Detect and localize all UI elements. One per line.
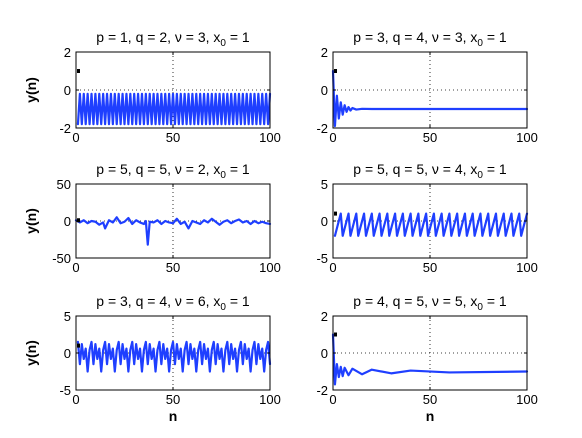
title-main: p = 3, q = 4, ν = 6, x <box>96 293 220 309</box>
title-main: p = 4, q = 5, ν = 5, x <box>353 293 477 309</box>
title-subscript: 0 <box>477 170 483 181</box>
subplot-title: p = 4, q = 5, ν = 5, x0 = 1 <box>353 293 507 313</box>
title-subscript: 0 <box>477 38 483 49</box>
subplot-title: p = 5, q = 5, ν = 4, x0 = 1 <box>353 161 507 181</box>
x-tick-label: 50 <box>423 392 437 407</box>
initial-value-marker <box>77 218 80 223</box>
x-tick-label: 100 <box>259 392 281 407</box>
title-main: p = 5, q = 5, ν = 4, x <box>353 161 477 177</box>
series-line-1 <box>333 212 529 237</box>
title-subscript: 0 <box>220 302 226 313</box>
y-tick-label: 5 <box>321 177 328 192</box>
x-tick-label: 0 <box>72 392 79 407</box>
title-end: = 1 <box>226 29 250 45</box>
initial-value-marker <box>334 211 337 216</box>
y-tick-label: 50 <box>57 177 71 192</box>
x-tick-label: 50 <box>166 392 180 407</box>
y-axis-label: y(n) <box>23 208 39 234</box>
series-line-1 <box>331 69 529 128</box>
series-line-1 <box>76 92 272 126</box>
x-tick-label: 100 <box>259 260 281 275</box>
x-tick-label: 50 <box>423 260 437 275</box>
title-end: = 1 <box>226 161 250 177</box>
x-axis-label: n <box>426 408 435 424</box>
title-end: = 1 <box>483 161 507 177</box>
y-tick-label: 0 <box>64 83 71 98</box>
y-axis-label: y(n) <box>23 340 39 366</box>
title-subscript: 0 <box>220 170 226 181</box>
x-tick-label: 0 <box>72 130 79 145</box>
x-tick-label: 100 <box>516 260 538 275</box>
title-end: = 1 <box>226 293 250 309</box>
series-line-1 <box>74 216 272 246</box>
x-tick-label: 0 <box>329 260 336 275</box>
y-tick-label: 0 <box>321 83 328 98</box>
title-subscript: 0 <box>220 38 226 49</box>
initial-value-marker <box>334 332 337 337</box>
subplot-title: p = 1, q = 2, ν = 3, x0 = 1 <box>96 29 250 49</box>
x-tick-label: 100 <box>516 130 538 145</box>
initial-value-marker <box>77 69 80 73</box>
subplot-title: p = 5, q = 5, ν = 2, x0 = 1 <box>96 161 250 181</box>
y-tick-label: -2 <box>59 121 71 136</box>
x-tick-label: 50 <box>166 260 180 275</box>
title-main: p = 3, q = 4, ν = 3, x <box>353 29 477 45</box>
x-tick-label: 0 <box>329 392 336 407</box>
x-axis-label: n <box>169 408 178 424</box>
y-tick-label: 5 <box>64 309 71 324</box>
x-tick-label: 100 <box>516 392 538 407</box>
series-line-1 <box>331 333 529 386</box>
x-tick-label: 50 <box>423 130 437 145</box>
y-tick-label: 0 <box>321 346 328 361</box>
x-tick-label: 0 <box>329 130 336 145</box>
y-tick-label: 0 <box>321 214 328 229</box>
y-tick-label: 2 <box>64 45 71 60</box>
series-line-1 <box>76 340 272 373</box>
x-tick-label: 100 <box>259 130 281 145</box>
initial-value-marker <box>334 69 337 73</box>
y-tick-label: 0 <box>64 346 71 361</box>
y-tick-label: -2 <box>316 121 328 136</box>
subplot-title: p = 3, q = 4, ν = 3, x0 = 1 <box>353 29 507 49</box>
y-axis-label: y(n) <box>23 77 39 103</box>
title-main: p = 1, q = 2, ν = 3, x <box>96 29 220 45</box>
title-end: = 1 <box>483 29 507 45</box>
y-tick-label: -5 <box>59 383 71 398</box>
x-tick-label: 0 <box>72 260 79 275</box>
subplot-title: p = 3, q = 4, ν = 6, x0 = 1 <box>96 293 250 313</box>
title-main: p = 5, q = 5, ν = 2, x <box>96 161 220 177</box>
y-tick-label: 0 <box>64 214 71 229</box>
y-tick-label: 2 <box>321 309 328 324</box>
title-end: = 1 <box>483 293 507 309</box>
title-subscript: 0 <box>477 302 483 313</box>
y-tick-label: -5 <box>316 251 328 266</box>
y-tick-label: -2 <box>316 383 328 398</box>
y-tick-label: 2 <box>321 45 328 60</box>
x-tick-label: 50 <box>166 130 180 145</box>
initial-value-marker <box>77 343 80 348</box>
y-tick-label: -50 <box>52 251 71 266</box>
